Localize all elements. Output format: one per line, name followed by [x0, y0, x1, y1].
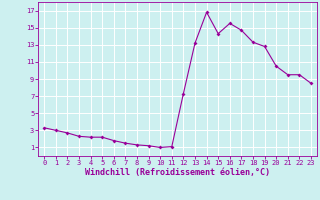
X-axis label: Windchill (Refroidissement éolien,°C): Windchill (Refroidissement éolien,°C) [85, 168, 270, 177]
